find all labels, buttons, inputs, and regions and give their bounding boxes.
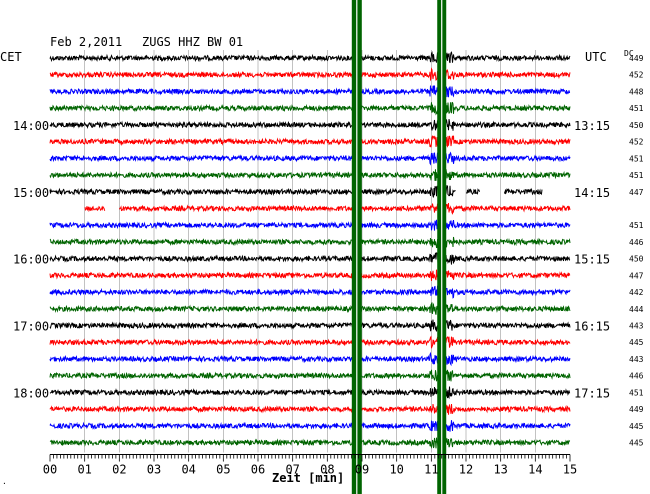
x-tick-label: 05: [216, 463, 230, 477]
hour-label-left: 18:00: [13, 386, 49, 400]
dc-value: 452: [629, 71, 644, 80]
x-tick-label: 02: [112, 463, 126, 477]
dc-value: 448: [629, 87, 644, 96]
time-axis: [49, 454, 571, 462]
dc-value: 451: [629, 388, 644, 397]
traces-layer: [49, 50, 571, 449]
dc-value: 451: [629, 104, 644, 113]
trace-line: [49, 218, 571, 231]
dc-value: 451: [629, 171, 644, 180]
x-tick-label: 15: [563, 463, 577, 477]
dc-value: 449: [629, 54, 644, 63]
right-timezone-label: UTC: [585, 50, 607, 64]
trace-line: [49, 101, 571, 116]
dc-value: 445: [629, 338, 644, 347]
trace-line: [49, 335, 571, 349]
x-tick-label: 13: [493, 463, 507, 477]
time-label-right: 17:15: [574, 386, 610, 400]
trace-line: [49, 420, 571, 434]
station-label: ZUGS HHZ BW 01: [142, 35, 243, 49]
x-tick-label: 00: [43, 463, 57, 477]
trace-line: [49, 236, 571, 249]
trace-line: [49, 369, 571, 382]
x-tick-label: 06: [251, 463, 265, 477]
dc-value: 443: [629, 355, 644, 364]
dc-value: 447: [629, 188, 644, 197]
trace-line: [49, 386, 571, 400]
trace-line: [49, 50, 571, 64]
dc-value: 447: [629, 271, 644, 280]
dc-value: 446: [629, 372, 644, 381]
dc-value: 451: [629, 154, 644, 163]
trace-line: [84, 202, 571, 215]
trace-line: [49, 118, 571, 131]
hour-label-left: 16:00: [13, 253, 49, 267]
minute-tick-labels: 00 01 02 03 04 05 06 07 08 09 10 11 12 13 14 15: [43, 463, 577, 477]
trace-line: [49, 185, 543, 198]
dc-value: 452: [629, 138, 644, 147]
trace-line: [49, 135, 571, 148]
x-tick-label: 11: [424, 463, 438, 477]
x-tick-label: 03: [147, 463, 161, 477]
x-tick-label: 01: [77, 463, 91, 477]
trace-line: [49, 436, 571, 449]
dc-value: 445: [629, 422, 644, 431]
x-tick-label: 14: [528, 463, 542, 477]
hour-labels: 14:00 15:00 16:00 17:00 18:00 13:15 14:15 15:15…: [13, 54, 644, 448]
dc-header-label: DC: [624, 49, 634, 58]
dc-value: 450: [629, 121, 644, 130]
x-axis-label: Zeit [min]: [272, 471, 344, 485]
hour-label-left: 15:00: [13, 186, 49, 200]
trace-line: [49, 169, 571, 182]
trace-line: [49, 319, 571, 332]
event-bands: [351, 0, 447, 494]
dc-value: 445: [629, 439, 644, 448]
dc-value: 450: [629, 255, 644, 264]
time-label-right: 16:15: [574, 320, 610, 334]
dc-value: 446: [629, 238, 644, 247]
x-tick-label: 07: [285, 463, 299, 477]
corner-mark: ·: [2, 479, 7, 488]
trace-line: [49, 351, 571, 367]
minute-grid: [84, 50, 536, 453]
trace-line: [49, 85, 571, 98]
x-tick-label: 10: [389, 463, 403, 477]
trace-line: [49, 269, 571, 282]
hour-label-left: 17:00: [13, 320, 49, 334]
time-label-right: 14:15: [574, 186, 610, 200]
dc-value: 442: [629, 288, 644, 297]
hour-label-left: 14:00: [13, 119, 49, 133]
dc-value: 451: [629, 221, 644, 230]
left-timezone-label: CET: [0, 50, 22, 64]
trace-line: [49, 151, 571, 166]
dc-value: 443: [629, 322, 644, 331]
time-label-right: 13:15: [574, 119, 610, 133]
x-tick-label: 08: [320, 463, 334, 477]
x-tick-label: 04: [181, 463, 195, 477]
time-label-right: 15:15: [574, 253, 610, 267]
trace-line: [49, 402, 571, 416]
trace-line: [49, 67, 571, 82]
trace-line: [49, 285, 571, 299]
dc-value: 444: [629, 305, 644, 314]
x-tick-label: 12: [459, 463, 473, 477]
dc-value: 449: [629, 405, 644, 414]
trace-line: [49, 252, 571, 265]
date-label: Feb 2,2011: [50, 35, 122, 49]
trace-line: [49, 302, 571, 315]
x-tick-label: 09: [355, 463, 369, 477]
